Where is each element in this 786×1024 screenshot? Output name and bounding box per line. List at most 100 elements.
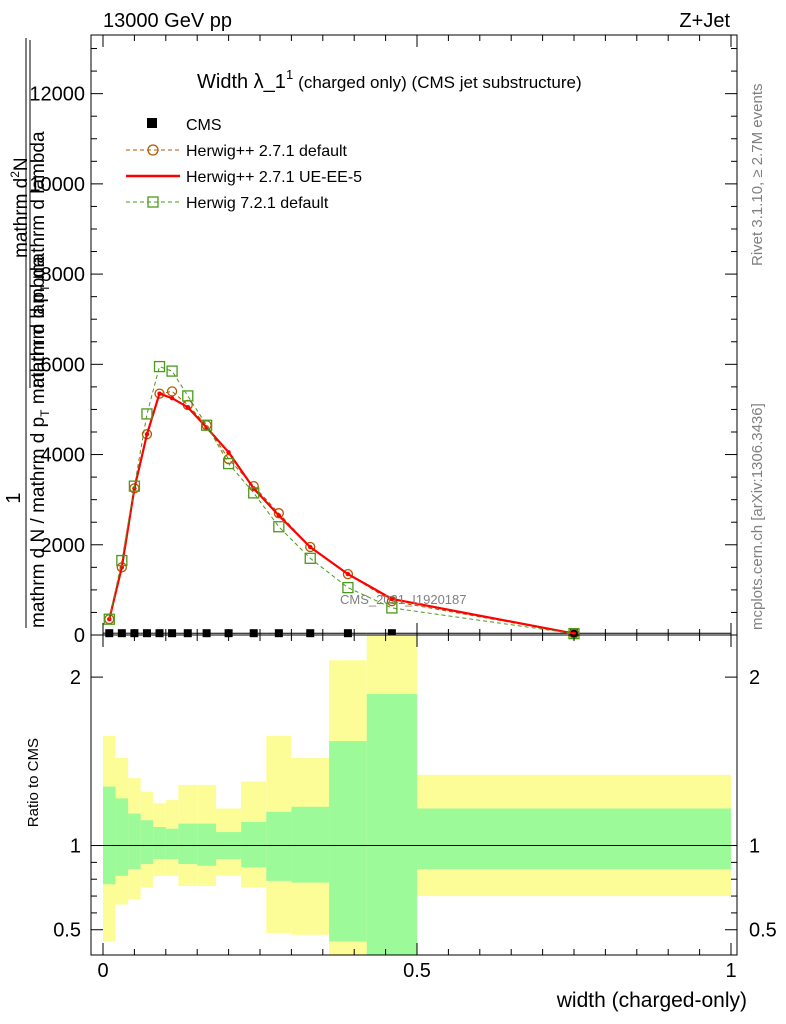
cms-data-point: [183, 629, 192, 638]
cms-data-point: [249, 629, 258, 638]
herwig7-default-point: [103, 613, 115, 625]
herwig7-default-point: [182, 390, 194, 402]
ratio-inner-band: [291, 806, 330, 883]
cms-data-point: [168, 629, 177, 638]
ratio-inner-band: [115, 798, 129, 876]
legend-label-herwig7-default: Herwig 7.2.1 default: [186, 195, 329, 212]
header-process-label: Z+Jet: [679, 10, 730, 32]
ratio-y-tick-labels: 0.5 0.5 1 1 2 2: [53, 667, 777, 942]
herwigpp-ueee5-point: [144, 432, 150, 437]
herwigpp-ueee5-point: [345, 571, 351, 577]
plot-title: Width λ_11 (charged only) (CMS jet substr…: [197, 67, 582, 93]
ratio-plot-panel: 0.5 0.51 12 2 0 0.5 1 Ratio to CMS width (cha…: [25, 634, 777, 1012]
ratio-axis-ticks: [91, 635, 737, 955]
mcplots-reference-label: mcplots.cern.ch [arXiv:1306.3436]: [749, 403, 766, 630]
main-series-layer: [103, 360, 731, 640]
legend: CMS Herwig++ 2.7.1 default Herwig++ 2.7.…: [126, 117, 362, 212]
ratio-y-tick-label-left: 2: [70, 667, 81, 689]
y-label-inner-numerator: mathrm d2N: [8, 157, 32, 258]
plot-title-rest: (charged only) (CMS jet substructure): [298, 73, 581, 92]
legend-label-herwigpp-ueee5: Herwig++ 2.7.1 UE-EE-5: [186, 169, 362, 186]
x-tick-label: 1: [725, 960, 736, 982]
y-label-inner-den-a: mathrm d p: [28, 292, 49, 388]
ratio-inner-band: [266, 811, 292, 881]
herwigpp-ueee5-point: [107, 617, 112, 622]
legend-marker-cms: [147, 118, 157, 128]
main-y-tick-label: 0: [74, 625, 85, 647]
cms-data-point: [224, 629, 233, 638]
ratio-inner-band: [165, 828, 179, 859]
herwigpp-default-point: [386, 596, 398, 607]
ratio-y-axis-label: Ratio to CMS: [25, 738, 42, 827]
herwigpp-default-point: [305, 541, 316, 553]
herwigpp-default-point: [166, 386, 178, 397]
cms-data-point: [274, 629, 283, 638]
cms-data-point: [387, 629, 396, 638]
x-axis-label: width (charged-only): [556, 989, 747, 1012]
herwigpp-default-point: [248, 480, 259, 492]
y-label-outer-den-b: mathrm d lambda: [28, 256, 49, 410]
ratio-inner-band: [197, 823, 217, 866]
cms-data-point: [343, 629, 352, 638]
ratio-y-tick-label-right: 1: [749, 836, 760, 858]
rivet-version-label: Rivet 3.1.10, ≥ 2.7M events: [749, 84, 766, 267]
ratio-x-tick-labels: 0 0.5 1: [97, 960, 736, 982]
ratio-inner-band: [241, 821, 267, 868]
plot-title-main: Width λ_1: [197, 71, 286, 93]
ratio-inner-band: [103, 786, 116, 885]
ratio-inner-band: [417, 808, 731, 870]
herwigpp-ueee5-point: [157, 391, 162, 396]
herwig7-default-point: [273, 521, 285, 533]
herwig7-default-point: [200, 419, 213, 431]
y-label-inner-den-b: mathrm d lambda: [28, 131, 49, 285]
y-label-outer-den-a: mathrm d N / mathrm d p: [28, 417, 49, 628]
ratio-uncertainty-bands: [103, 635, 731, 955]
y-label-inner-num-b: N: [11, 157, 32, 171]
main-y-axis-label: 1 mathrm d N / mathrm d pT mathrm d lamb…: [3, 38, 52, 628]
ratio-inner-band: [140, 820, 154, 865]
herwig7-default-point: [166, 365, 178, 377]
ratio-plot-frame: [90, 634, 738, 956]
main-y-tick-label: 6000: [41, 354, 86, 376]
herwigpp-ueee5-point: [276, 513, 282, 518]
ratio-inner-band: [128, 813, 141, 870]
cms-data-point: [202, 629, 211, 638]
ratio-inner-band: [153, 827, 166, 859]
legend-label-herwigpp-default: Herwig++ 2.7.1 default: [186, 143, 348, 160]
main-y-tick-labels: 0 2000 4000 6000 8000 10000 12000: [29, 84, 85, 647]
y-label-outer-numerator: 1: [3, 492, 25, 503]
ratio-inner-band: [178, 823, 198, 865]
herwig7-default-point: [141, 408, 153, 420]
cms-data-point: [155, 629, 164, 638]
ratio-inner-band: [366, 693, 417, 955]
y-label-outer-denominator: mathrm d N / mathrm d pT mathrm d lambda: [28, 256, 52, 628]
legend-marker-herwigpp-default: [147, 144, 159, 156]
legend-marker-herwig7-default: [147, 196, 159, 208]
herwig7-default-point: [222, 457, 235, 470]
herwig7-default-point: [304, 552, 316, 564]
herwigpp-ueee5-point: [226, 450, 231, 455]
cms-data-point: [117, 629, 126, 638]
x-tick-label: 0.5: [403, 960, 431, 982]
herwigpp-ueee5-point: [119, 565, 125, 570]
y-label-outer-den-sub: T: [38, 409, 52, 417]
y-label-inner-num-a: mathrm d: [11, 178, 32, 258]
main-y-tick-label: 10000: [29, 174, 85, 196]
ratio-y-tick-label-right: 0.5: [749, 920, 777, 942]
cms-data-point: [306, 629, 315, 638]
herwig7-default-point: [128, 480, 141, 492]
herwig7-default-point: [153, 360, 166, 373]
herwigpp-ueee5-point: [308, 544, 313, 550]
main-y-tick-label: 2000: [41, 535, 86, 557]
ratio-inner-band: [329, 741, 367, 942]
herwigpp-default-point: [273, 508, 284, 519]
herwigpp-default-point: [154, 388, 165, 399]
herwigpp-ueee5-point: [185, 404, 190, 410]
herwigpp-ueee5-point: [169, 395, 175, 401]
plot-title-superscript: 1: [286, 67, 293, 82]
herwig7-default-point: [116, 554, 128, 567]
header-collision-label: 13000 GeV pp: [103, 10, 232, 32]
main-y-tick-label: 4000: [41, 445, 86, 467]
